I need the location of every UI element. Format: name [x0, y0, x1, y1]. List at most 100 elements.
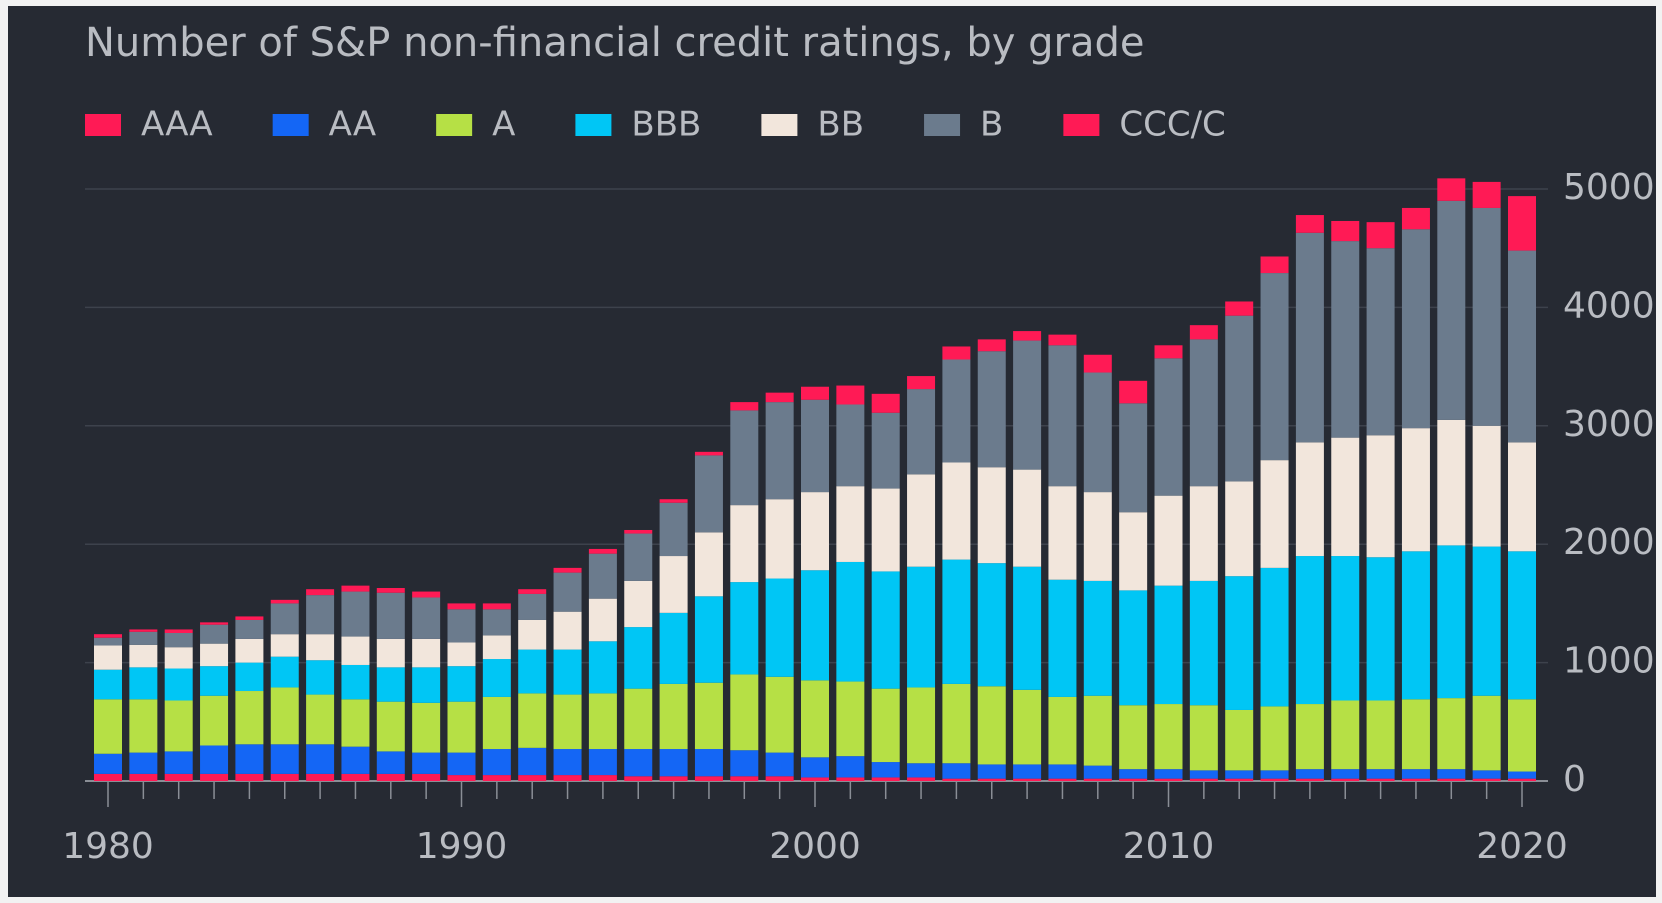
bar-segment	[624, 688, 653, 750]
bar-segment	[694, 455, 723, 533]
bar-segment	[765, 402, 794, 500]
bar-segment	[624, 533, 653, 581]
bar-segment	[1437, 178, 1466, 201]
bar-segment	[518, 747, 547, 776]
bar-segment	[341, 591, 370, 637]
bar-segment	[588, 598, 617, 642]
bar-segment	[765, 392, 794, 403]
bar-segment	[1189, 580, 1218, 706]
bar-segment	[1225, 576, 1254, 710]
legend-label: AA	[329, 105, 376, 145]
bar-segment	[306, 595, 335, 635]
bar-segment	[694, 451, 723, 456]
bar-segment	[1260, 567, 1289, 707]
bar-segment	[1225, 481, 1254, 577]
bar-segment	[94, 669, 122, 700]
bar-segment	[871, 488, 900, 572]
bar-segment	[907, 389, 936, 475]
bar-segment	[1225, 315, 1254, 482]
bar-segment	[306, 744, 335, 774]
bar-segment	[836, 561, 865, 682]
bar-segment	[1013, 469, 1042, 567]
bar-segment	[1119, 590, 1148, 706]
bar-segment	[164, 647, 193, 669]
bar-segment	[730, 402, 759, 411]
bar-segment	[659, 499, 688, 503]
bar-segment	[376, 667, 405, 702]
bar-segment	[588, 553, 617, 599]
legend-swatch	[436, 114, 473, 136]
bar-segment	[482, 696, 511, 750]
bar-segment	[1048, 696, 1077, 765]
y-tick-label: 5000	[1563, 167, 1655, 208]
bar-segment	[1437, 419, 1466, 546]
bar-segment	[129, 773, 158, 781]
bar-segment	[164, 668, 193, 701]
bar-segment	[235, 691, 264, 745]
bar-segment	[235, 744, 264, 774]
legend-swatch	[272, 114, 309, 136]
bar-segment	[624, 749, 653, 777]
bar-segment	[1437, 778, 1466, 781]
bar-segment	[412, 667, 441, 703]
bar-segment	[1119, 705, 1148, 770]
bar-segment	[1189, 778, 1218, 781]
bar-segment	[553, 775, 582, 781]
bar-segment	[235, 662, 264, 692]
bar-segment	[1083, 372, 1112, 493]
y-tick-label: 1000	[1563, 641, 1655, 682]
bar-segment	[1119, 512, 1148, 591]
bar-segment	[270, 744, 299, 774]
bar-segment	[1331, 769, 1360, 779]
bar-segment	[482, 635, 511, 660]
bar-segment	[235, 616, 264, 620]
bar-segment	[1508, 778, 1536, 781]
bar-segment	[836, 777, 865, 781]
bar-segment	[1154, 345, 1183, 359]
bar-segment	[1083, 695, 1112, 766]
bar-segment	[942, 763, 971, 779]
bar-segment	[200, 666, 229, 696]
bar-segment	[412, 702, 441, 753]
bar-segment	[1366, 778, 1395, 781]
bar-segment	[1048, 579, 1077, 697]
bar-segment	[1260, 256, 1289, 274]
bar-segment	[341, 773, 370, 781]
bar-segment	[447, 775, 476, 781]
bar-segment	[94, 699, 122, 754]
bar-segment	[306, 694, 335, 745]
bar-segment	[1225, 778, 1254, 781]
bar-segment	[1260, 778, 1289, 781]
bar-segment	[871, 393, 900, 413]
bar-segment	[659, 776, 688, 781]
bar-segment	[1472, 425, 1501, 547]
bar-segment	[376, 773, 405, 781]
bar-segment	[1295, 769, 1324, 779]
legend-label: A	[492, 105, 515, 145]
bar-segment	[801, 680, 829, 758]
bar-segment	[1083, 354, 1112, 373]
bar-segment	[518, 589, 547, 594]
bar-segment	[447, 701, 476, 753]
bar-segment	[801, 399, 829, 493]
bar-segment	[306, 589, 335, 596]
bar-segment	[1260, 770, 1289, 779]
bar-segment	[977, 467, 1006, 564]
bar-segment	[1437, 698, 1466, 770]
bar-segment	[482, 609, 511, 636]
bar-segment	[1154, 585, 1183, 705]
bar-segment	[1013, 566, 1042, 690]
bar-segment	[518, 649, 547, 694]
bar-segment	[200, 622, 229, 625]
bar-segment	[129, 629, 158, 632]
bar-segment	[447, 666, 476, 702]
chart-title: Number of S&P non-financial credit ratin…	[85, 20, 1145, 66]
bar-segment	[1119, 403, 1148, 513]
bar-segment	[1083, 492, 1112, 581]
bar-segment	[129, 699, 158, 753]
bar-segment	[1048, 486, 1077, 580]
bar-segment	[1119, 769, 1148, 779]
bar-segment	[801, 492, 829, 571]
bar-segment	[200, 624, 229, 644]
legend-label: CCC/C	[1119, 105, 1225, 145]
